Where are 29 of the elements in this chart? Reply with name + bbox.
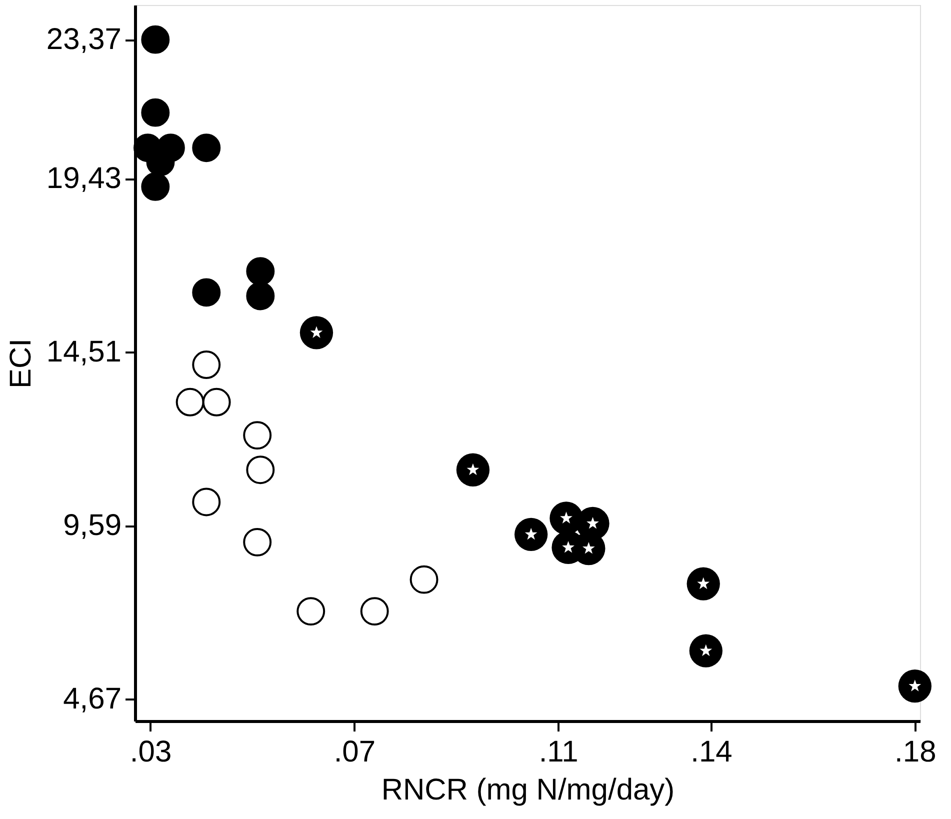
point: [176, 388, 204, 416]
point: [192, 350, 221, 379]
point: [410, 565, 438, 594]
point: [192, 134, 221, 162]
point: [202, 388, 231, 416]
point: [360, 597, 389, 626]
y-axis-title: ECI: [4, 338, 38, 389]
point: [192, 278, 221, 307]
point: [141, 172, 170, 201]
y-tick-label: 9,59: [63, 509, 122, 542]
y-tick-label: 23,37: [46, 23, 122, 56]
point: [296, 597, 326, 626]
x-axis-title: RNCR (mg N/mg/day): [381, 774, 675, 806]
x-tick-label: .07: [334, 736, 376, 768]
y-tick-label: 14,51: [46, 336, 122, 369]
point: [246, 456, 275, 484]
point: [141, 98, 170, 127]
point: [243, 528, 272, 556]
x-tick-label: .18: [894, 736, 936, 768]
point: [141, 25, 170, 54]
point: [243, 421, 272, 450]
x-tick-label: .11: [538, 736, 578, 768]
point: [246, 257, 275, 286]
x-tick-label: .14: [690, 736, 732, 768]
y-tick-label: 4,67: [63, 682, 122, 716]
point: [246, 282, 275, 310]
x-tick-label: .03: [130, 736, 172, 768]
y-tick-label: 19,43: [46, 162, 122, 196]
point: [192, 488, 221, 516]
